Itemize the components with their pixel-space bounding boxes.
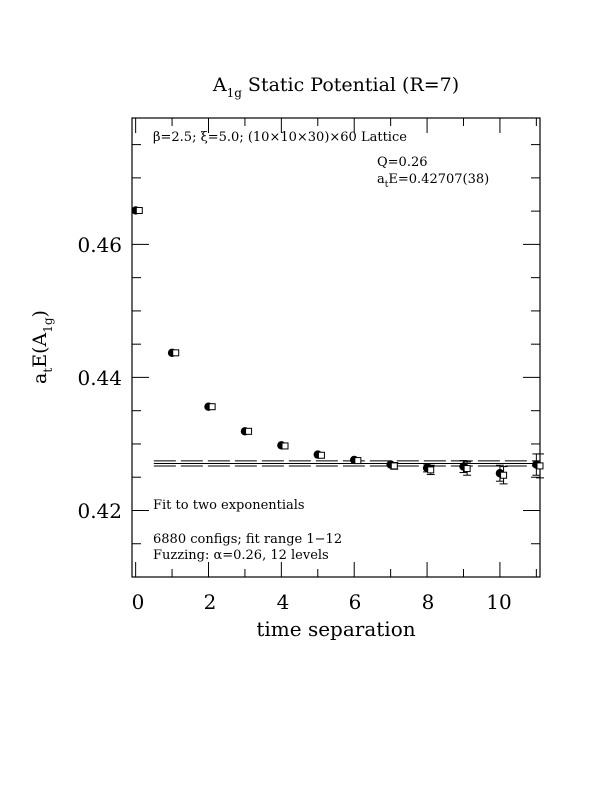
q-annotation: Q=0.26 xyxy=(377,155,428,170)
data-point-square xyxy=(354,457,362,465)
energy-annotation: atE=0.42707(38) xyxy=(377,172,489,190)
x-tick-label-10: 10 xyxy=(486,590,511,614)
data-point-square xyxy=(135,206,143,214)
fuzzing-annotation: Fuzzing: α=0.26, 12 levels xyxy=(153,548,329,563)
x-tick-label-2: 2 xyxy=(204,590,217,614)
data-point-square xyxy=(427,466,435,474)
fit-annotation: Fit to two exponentials xyxy=(153,498,305,513)
y-tick-label-0.42: 0.42 xyxy=(77,499,122,523)
y-axis-label: atE(A1g) xyxy=(29,310,55,384)
data-point-square xyxy=(390,462,398,470)
data-point-square xyxy=(463,465,471,473)
x-axis-ticks xyxy=(135,118,537,577)
data-point-square xyxy=(172,349,180,357)
y-tick-label-0.46: 0.46 xyxy=(77,233,122,257)
y-axis-ticks xyxy=(132,144,540,578)
data-point-square xyxy=(317,451,325,459)
configs-annotation: 6880 configs; fit range 1−12 xyxy=(153,532,342,547)
chart-title: A1g Static Potential (R=7) xyxy=(212,74,459,100)
data-point-square xyxy=(281,442,289,450)
data-points xyxy=(131,206,544,485)
x-tick-label-4: 4 xyxy=(277,590,290,614)
lattice-annotation: β=2.5; ξ=5.0; (10×10×30)×60 Lattice xyxy=(153,130,407,145)
x-axis-label: time separation xyxy=(256,617,415,641)
data-point-square xyxy=(208,403,216,411)
y-tick-label-0.44: 0.44 xyxy=(77,366,122,390)
x-tick-label-8: 8 xyxy=(422,590,435,614)
x-tick-label-0: 0 xyxy=(132,590,145,614)
fit-band xyxy=(153,460,540,467)
data-point-square xyxy=(500,471,508,479)
data-point-square xyxy=(245,427,253,435)
plot-frame xyxy=(131,117,541,578)
data-point-square xyxy=(536,462,544,470)
x-tick-label-6: 6 xyxy=(349,590,362,614)
